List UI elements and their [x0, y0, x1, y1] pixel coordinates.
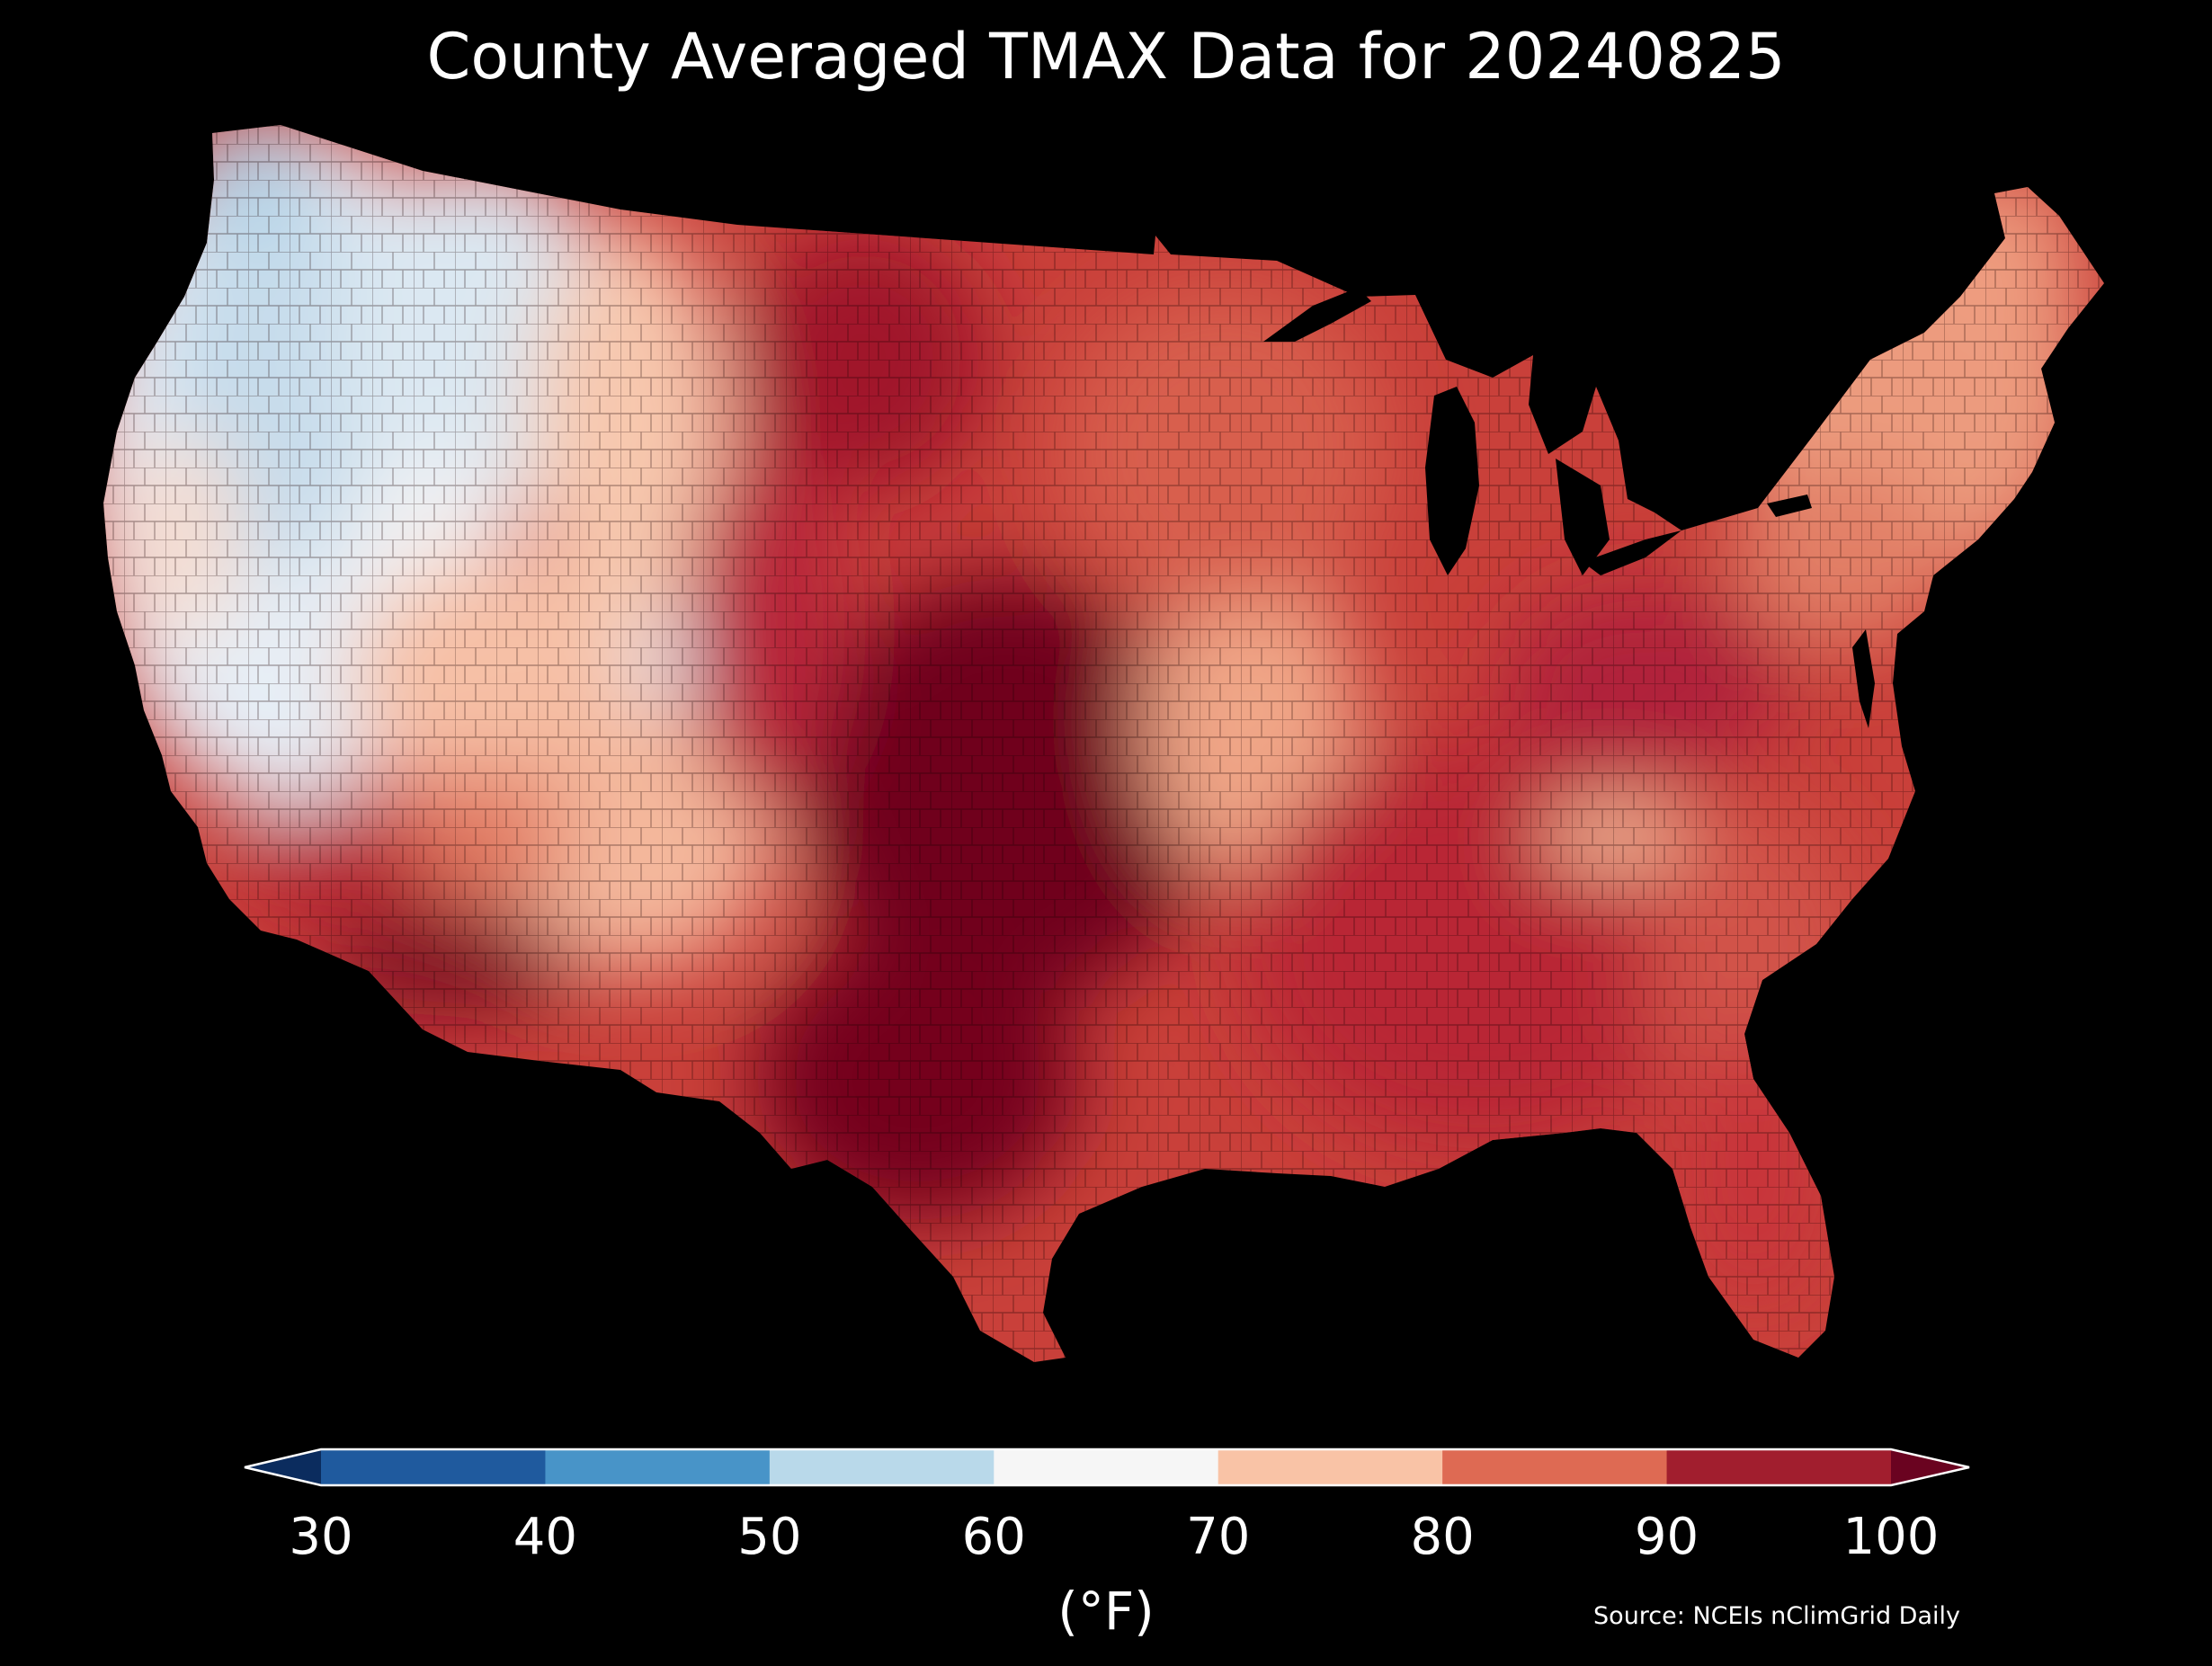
colorbar-outline [244, 1448, 1970, 1487]
colorbar-extend-high [1891, 1449, 1969, 1485]
map-title: County Averaged TMAX Data for 20240825 [426, 20, 1786, 94]
colorbar-tick-label: 40 [513, 1508, 578, 1566]
colorbar-segment [994, 1449, 1219, 1485]
colorbar-extend-low [245, 1449, 321, 1485]
colorbar-segment [545, 1449, 771, 1485]
lake-michigan [1425, 387, 1479, 575]
colorbar-segment [321, 1449, 546, 1485]
colorbar-segment [1217, 1449, 1443, 1485]
chesapeake-bay [1852, 629, 1875, 728]
colorbar-tick-label: 50 [737, 1508, 802, 1566]
colorbar-tick-label: 100 [1842, 1508, 1940, 1566]
source-note: Source: NCEIs nClimGrid Daily [1593, 1602, 1960, 1630]
colorbar-segment [1442, 1449, 1668, 1485]
colorbar-tick-label: 60 [961, 1508, 1026, 1566]
lake-ontario [1767, 494, 1812, 517]
lake-superior [1263, 288, 1371, 342]
great-lakes [1263, 288, 1812, 575]
colorbar-tick-label: 30 [289, 1508, 353, 1566]
colorbar-segment [1666, 1449, 1892, 1485]
lake-erie [1583, 530, 1681, 575]
colorbar-tick-label: 70 [1186, 1508, 1251, 1566]
colorbar-tick-label: 80 [1410, 1508, 1475, 1566]
colorbar-tick-label: 90 [1634, 1508, 1699, 1566]
colorbar-unit-label: (°F) [1057, 1581, 1155, 1642]
lake-huron [1556, 459, 1610, 575]
colorbar-segment [769, 1449, 995, 1485]
